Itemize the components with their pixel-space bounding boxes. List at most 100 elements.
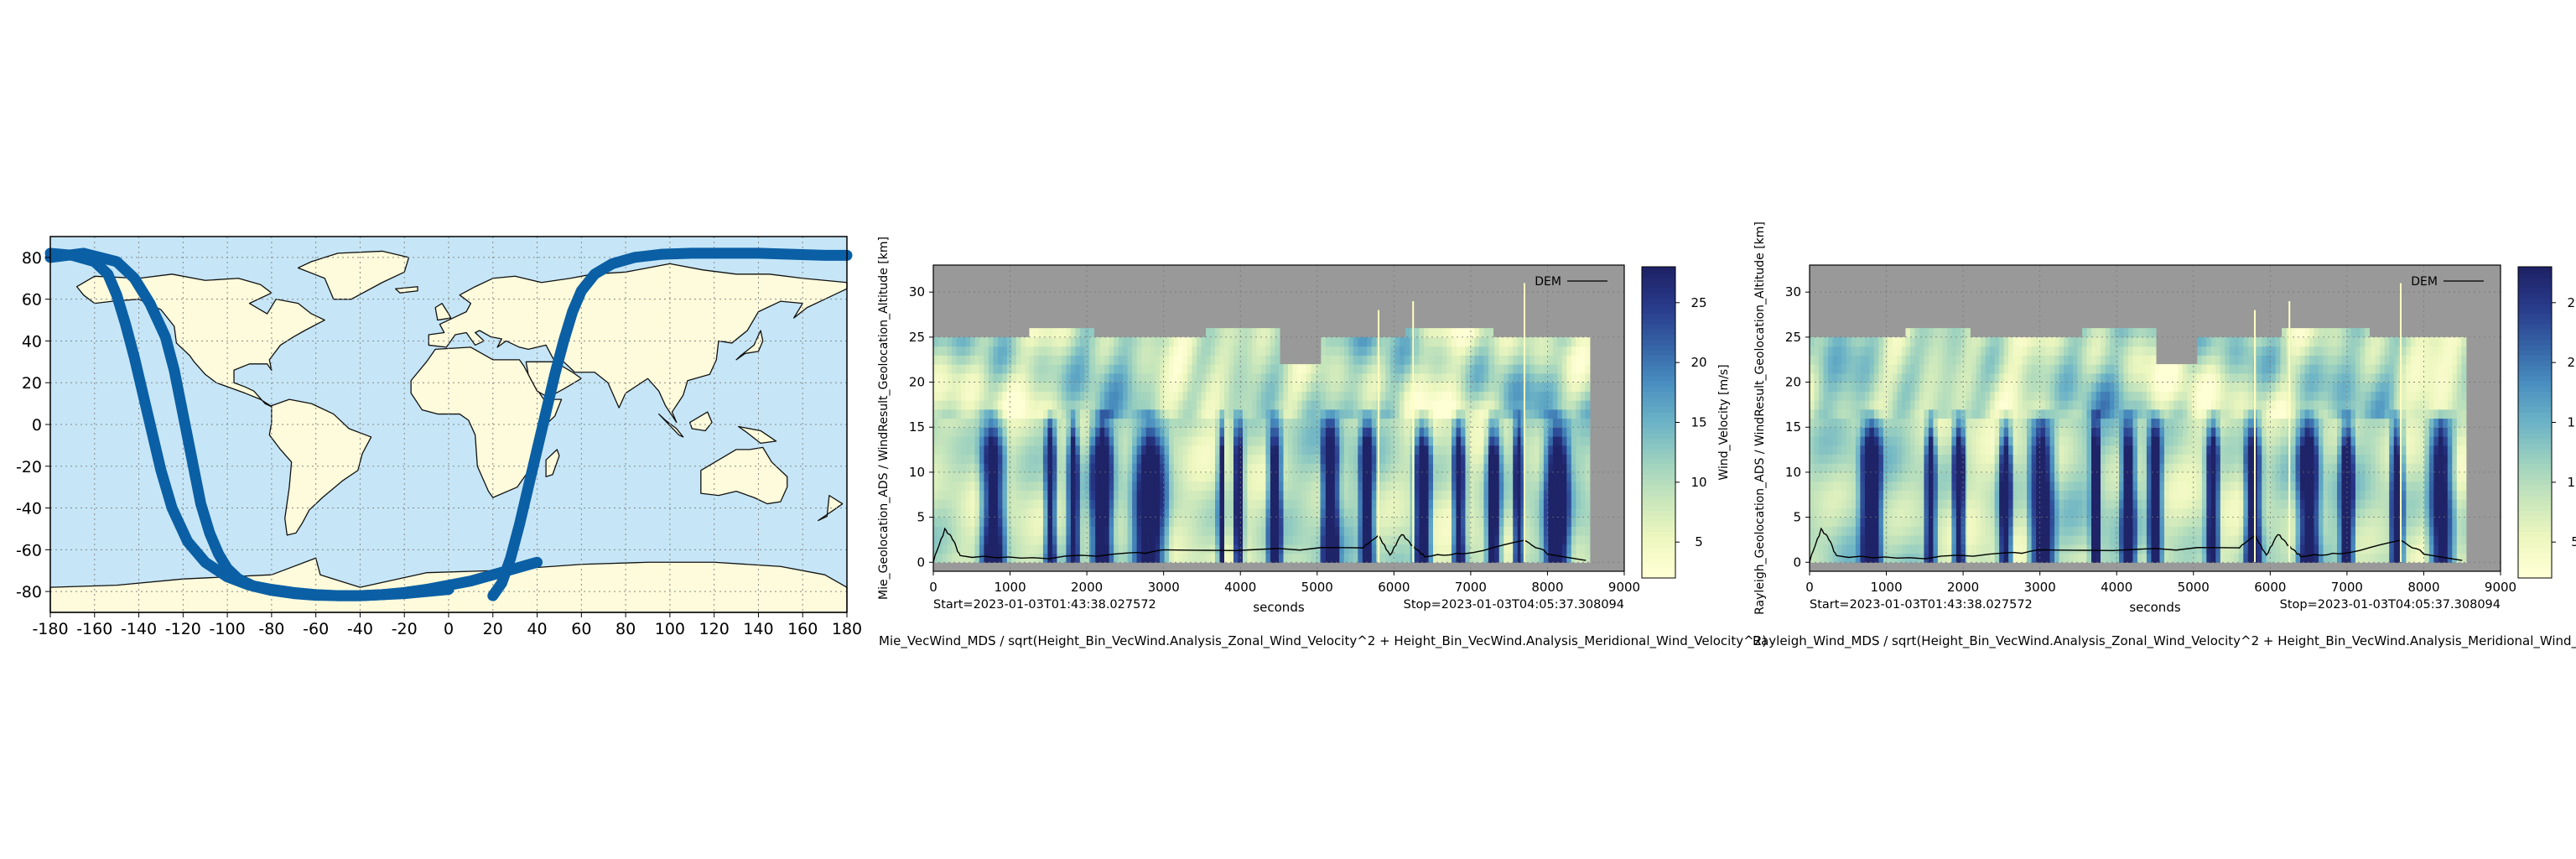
heat-cell <box>1909 418 1916 428</box>
heat-cell <box>1066 517 1072 527</box>
heat-cell <box>1011 364 1017 374</box>
heat-cell <box>1504 481 1509 491</box>
heat-cell <box>1914 418 1920 428</box>
heat-cell <box>1132 481 1138 491</box>
heat-cell <box>1990 544 1996 554</box>
heat-cell <box>1343 553 1349 563</box>
heat-cell <box>1164 435 1170 446</box>
heat-cell <box>1114 382 1119 392</box>
heat-cell <box>1330 409 1336 419</box>
heat-cell <box>997 418 1003 428</box>
x-tick-label: 0 <box>929 580 937 595</box>
heat-cell <box>1201 336 1207 347</box>
heat-cell <box>1178 409 1184 419</box>
heat-cell <box>1405 508 1411 518</box>
heat-cell <box>1265 328 1271 338</box>
heat-cell <box>1873 535 1879 545</box>
heat-cell <box>1864 400 1871 410</box>
heat-cell <box>1348 471 1354 482</box>
heat-cell <box>984 471 989 482</box>
heat-cell <box>1897 427 1903 437</box>
heat-cell <box>993 445 999 456</box>
heat-cell <box>1878 382 1884 392</box>
heat-cell <box>1219 364 1225 374</box>
heat-cell <box>1057 535 1062 545</box>
heat-cell <box>1223 463 1230 473</box>
heat-cell <box>937 508 943 518</box>
heat-cell <box>1928 372 1935 383</box>
heat-cell <box>1095 364 1101 374</box>
heat-cell <box>1446 463 1452 473</box>
heat-cell <box>1520 517 1526 527</box>
heat-cell <box>1173 336 1179 347</box>
heat-cell <box>1079 553 1085 563</box>
heat-cell <box>1928 418 1935 428</box>
heat-cell <box>1075 526 1081 536</box>
heat-cell <box>1228 328 1234 338</box>
heat-cell <box>1981 471 1987 482</box>
heat-cell <box>1419 372 1425 383</box>
heat-cell <box>1343 355 1349 365</box>
heat-cell <box>974 463 980 473</box>
heat-cell <box>1114 409 1119 419</box>
heat-cell <box>1109 427 1114 437</box>
heat-cell <box>1160 418 1166 428</box>
heat-cell <box>1339 499 1345 509</box>
heat-cell <box>1296 418 1303 428</box>
heat-cell <box>1192 400 1197 410</box>
heat-cell <box>997 517 1003 527</box>
heat-cell <box>1136 355 1142 365</box>
x-tick-label: 140 <box>743 620 773 638</box>
heat-cell <box>1883 355 1888 365</box>
heat-cell <box>942 435 948 446</box>
heat-cell <box>1301 526 1307 536</box>
heat-cell <box>1002 499 1008 509</box>
heat-cell <box>1348 372 1354 383</box>
heat-cell <box>1210 328 1216 338</box>
heat-cell <box>1971 391 1977 401</box>
heat-cell <box>1914 372 1920 383</box>
heat-cell <box>1869 427 1875 437</box>
heat-cell <box>1296 535 1303 545</box>
heat-cell <box>1951 355 1957 365</box>
heat-cell <box>1348 454 1354 464</box>
heat-cell <box>951 517 958 527</box>
heat-cell <box>1508 372 1514 383</box>
heat-cell <box>1358 418 1363 428</box>
heat-cell <box>1095 382 1101 392</box>
heat-cell <box>937 471 943 482</box>
heat-cell <box>1242 508 1249 518</box>
heat-cell <box>1011 499 1017 509</box>
x-tick-label: 40 <box>527 620 547 638</box>
heat-cell <box>1878 535 1884 545</box>
heat-cell <box>1465 328 1471 338</box>
heat-cell <box>1057 364 1062 374</box>
heat-cell <box>1079 471 1085 482</box>
heat-cell <box>1928 400 1935 410</box>
curtain-axes: 0 1000 2000 3000 4000 5000 6000 7000 8000 9000051… <box>909 284 1640 595</box>
heat-cell <box>1585 445 1591 456</box>
heat-cell <box>1513 364 1519 374</box>
heat-cell <box>1206 463 1212 473</box>
heat-cell <box>1428 517 1434 527</box>
heat-cell <box>1099 418 1105 428</box>
heat-cell <box>1033 471 1040 482</box>
heat-cell <box>1182 553 1188 563</box>
heat-cell <box>1358 481 1363 491</box>
start-time-label: Start=2023-01-03T01:43:38.027572 <box>933 598 1156 612</box>
heat-cell <box>1580 508 1586 518</box>
heat-cell <box>1371 400 1377 410</box>
heat-cell <box>1127 372 1133 383</box>
heat-cell <box>1090 517 1096 527</box>
heat-cell <box>988 435 995 446</box>
heat-cell <box>1057 435 1062 446</box>
heat-cell <box>1389 336 1395 347</box>
heat-cell <box>956 544 962 554</box>
heat-cell <box>1534 508 1540 518</box>
heat-cell <box>1389 382 1395 392</box>
heat-cell <box>1566 336 1572 347</box>
heat-cell <box>1380 499 1386 509</box>
heat-cell <box>1489 535 1495 545</box>
heat-cell <box>1415 355 1420 365</box>
heat-cell <box>1990 364 1996 374</box>
